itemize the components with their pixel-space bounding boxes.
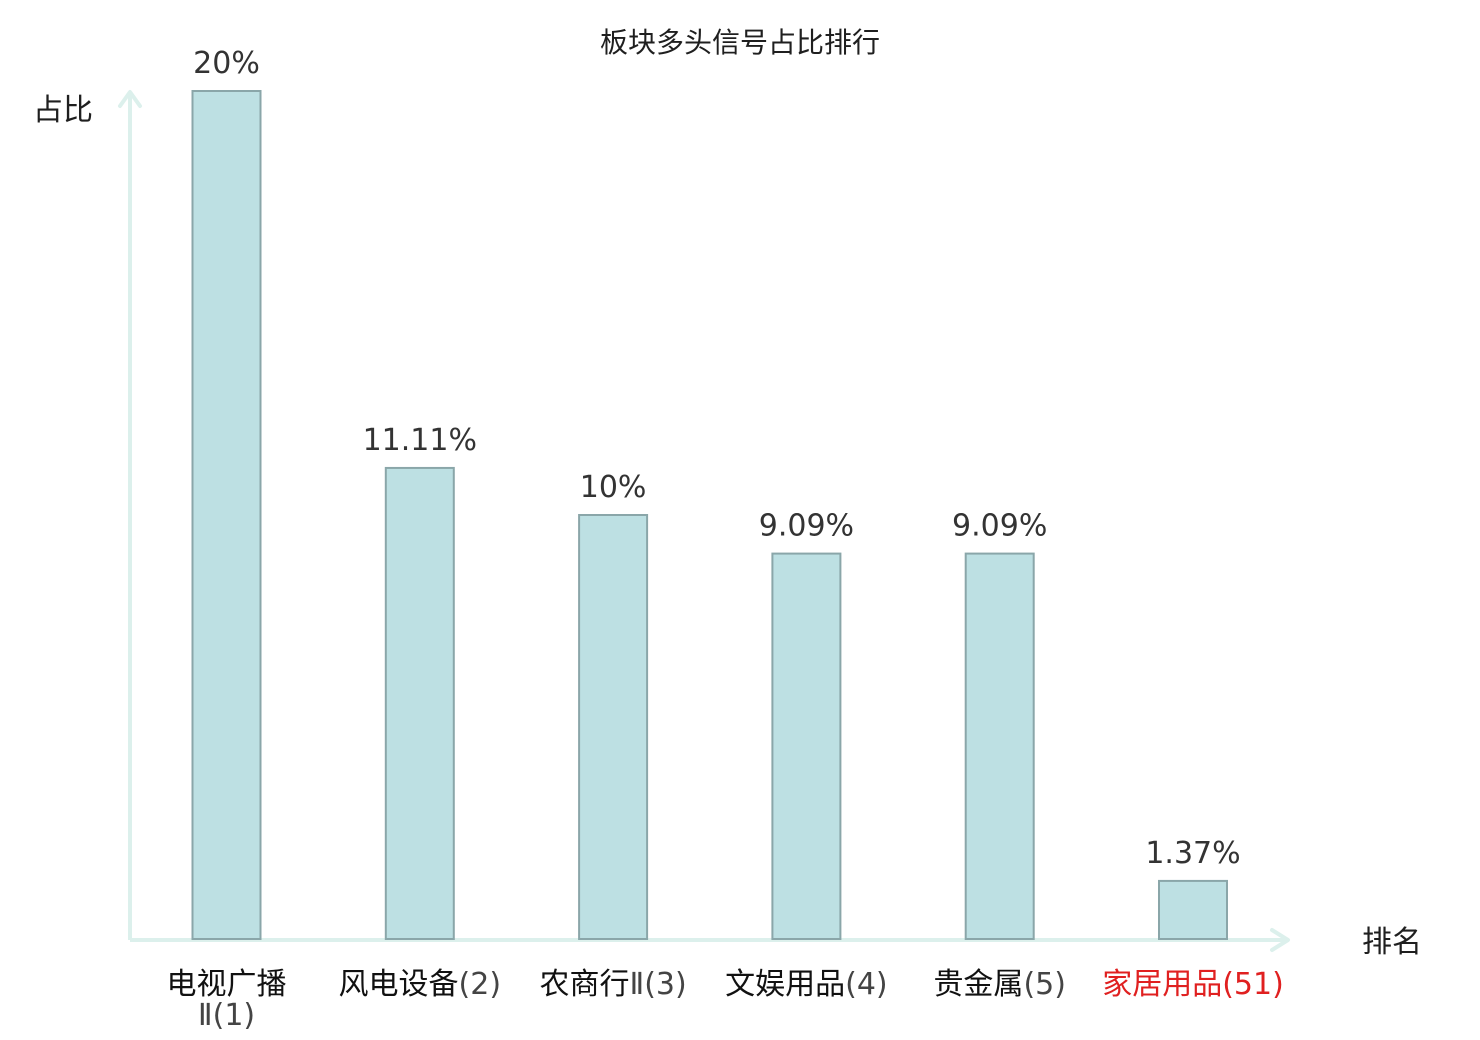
value-labels-group: 20% 11.11% 10% 9.09% 9.09% 1.37%: [193, 46, 1241, 871]
category-label: 风电设备(2): [339, 967, 502, 1002]
y-axis-arrow-icon: [118, 90, 142, 108]
bar: [964, 552, 1035, 940]
category-labels-group: 电视广播 Ⅱ(1) 风电设备(2) 农商行Ⅱ(3) 文娱用品(4) 贵金属(5) 家居用品(…: [167, 967, 1284, 1033]
bar-value-label: 11.11%: [363, 423, 477, 458]
bar-value-label: 20%: [193, 46, 260, 81]
x-axis-label: 排名: [1362, 925, 1422, 960]
bar-value-label: 9.09%: [952, 509, 1047, 544]
bars-group: [191, 90, 1228, 940]
category-label: 电视广播 Ⅱ(1): [167, 967, 287, 1033]
bar-value-label: 9.09%: [759, 509, 854, 544]
bar-value-label: 1.37%: [1145, 836, 1240, 871]
category-label: 农商行Ⅱ(3): [539, 967, 686, 1002]
category-label: 家居用品(51): [1102, 967, 1284, 1002]
bar: [578, 514, 649, 940]
x-axis-arrow-icon: [1270, 928, 1290, 952]
bar: [191, 90, 262, 940]
chart-title: 板块多头信号占比排行: [600, 26, 880, 59]
bar: [384, 466, 455, 940]
category-label: 文娱用品(4): [725, 967, 888, 1002]
bar: [1158, 879, 1228, 940]
bar: [771, 552, 842, 940]
y-axis-label: 占比: [33, 93, 93, 128]
bar-value-label: 10%: [580, 470, 647, 505]
category-label: 贵金属(5): [933, 967, 1065, 1002]
